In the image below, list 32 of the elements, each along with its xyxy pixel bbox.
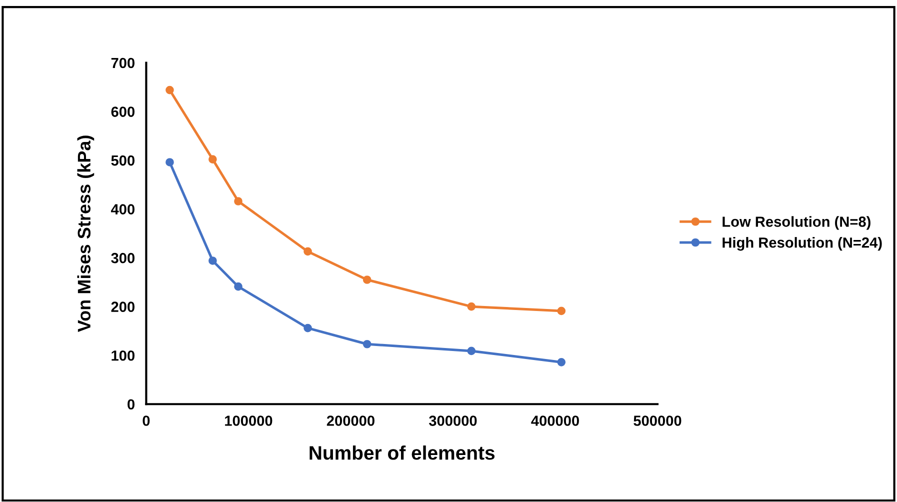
point (467, 346, 476, 356)
x-tick-label: 400000 (531, 416, 579, 426)
y-tick-label: 400 (110, 204, 135, 214)
x-tick-label: 500000 (634, 416, 682, 426)
point (557, 358, 566, 366)
y-tick-label: 300 (111, 252, 135, 264)
point (234, 197, 242, 206)
y-tick-label: 500 (111, 155, 135, 166)
point (166, 158, 174, 166)
legend-label: Low Resolution (N=8) (722, 216, 870, 230)
y-tick-label: 0 (128, 399, 135, 410)
x-tick-label: 300000 (428, 416, 477, 426)
point (304, 247, 312, 256)
y-axis-title: Von Mises Stress (kPa) (77, 136, 94, 332)
point (208, 155, 217, 164)
point (234, 282, 242, 291)
point (304, 324, 312, 332)
x-tick-label: 100000 (225, 416, 272, 426)
x-tick-label: 0 (142, 416, 150, 426)
x-tick-label: 200000 (326, 416, 374, 426)
x-axis-title: Number of elements (310, 445, 495, 460)
point (467, 302, 476, 311)
point (362, 276, 372, 284)
y-tick-label: 100 (112, 350, 135, 361)
legend-label: High Resolution (N=24) (722, 237, 882, 251)
point (166, 86, 174, 94)
y-tick-label: 200 (111, 302, 135, 312)
point (362, 340, 372, 348)
point (208, 256, 217, 265)
y-tick-label: 700 (111, 58, 135, 68)
point (557, 306, 566, 316)
y-tick-label: 600 (111, 106, 135, 117)
